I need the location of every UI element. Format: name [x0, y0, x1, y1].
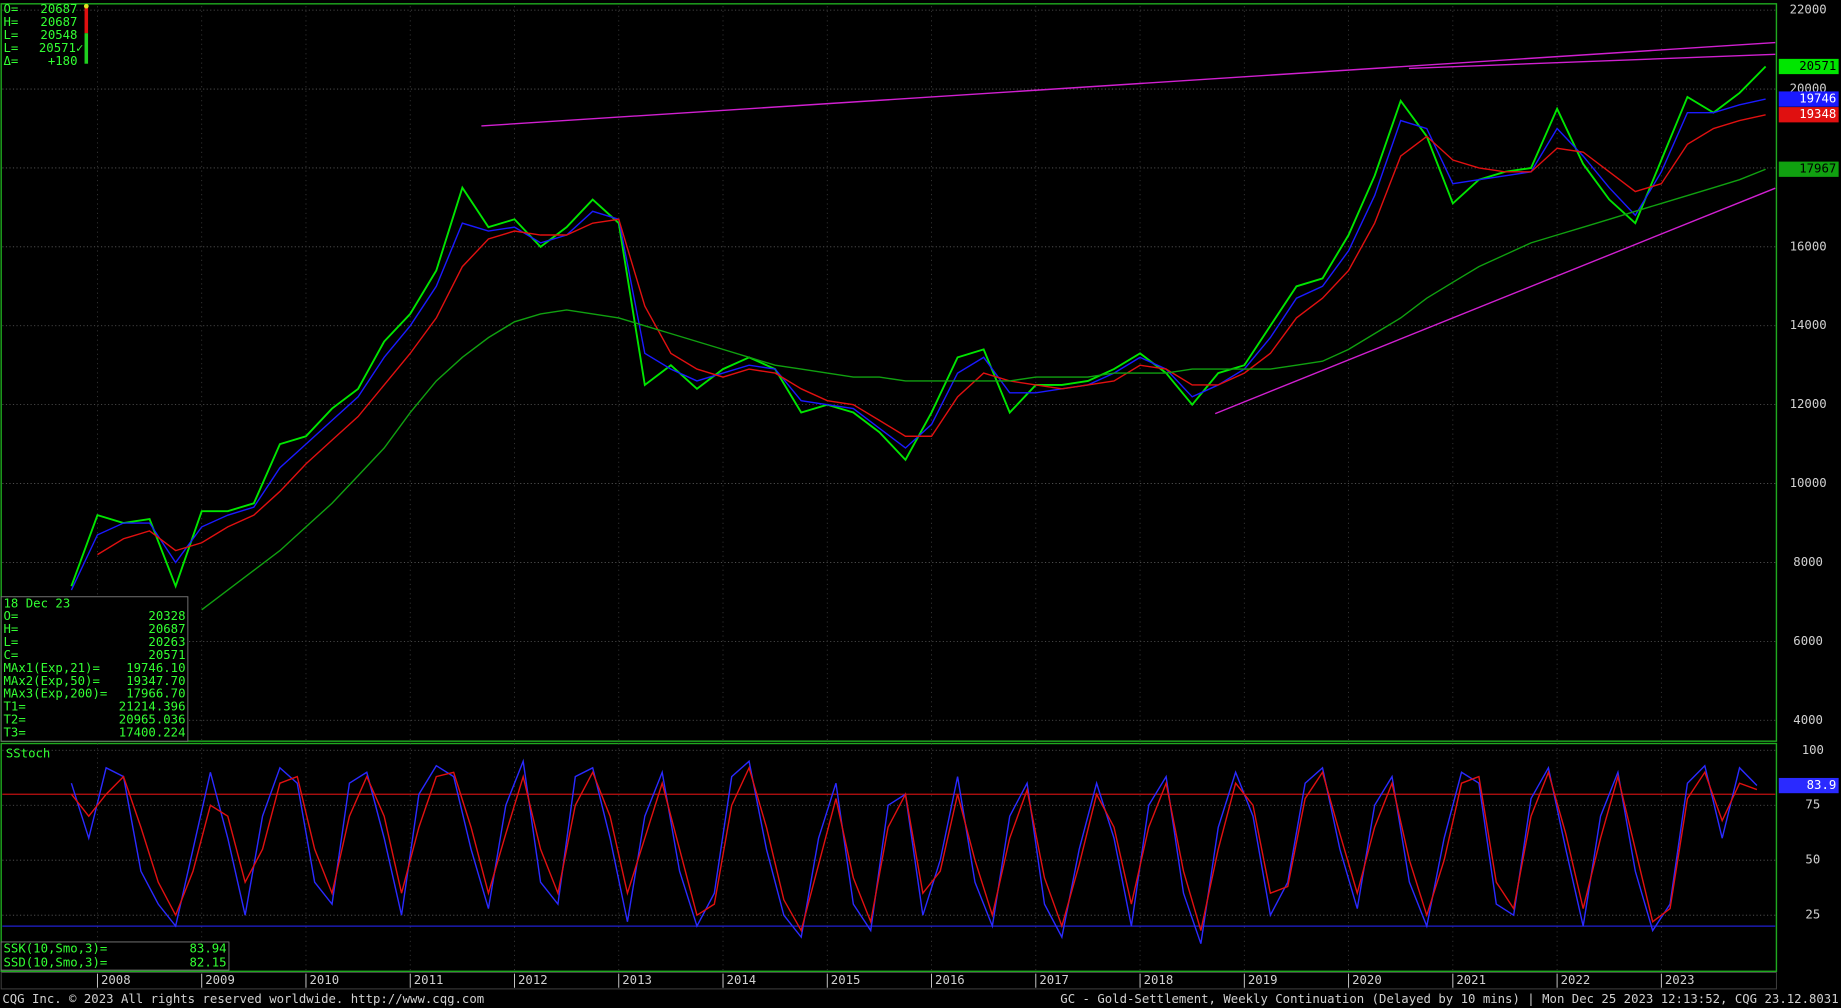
last-value-label: 20571 — [1799, 59, 1836, 73]
last-value-box — [1778, 777, 1839, 794]
data-window-label: C= — [4, 648, 19, 662]
x-tick-label: 2011 — [414, 973, 444, 987]
data-window-box — [0, 596, 189, 742]
last-value-label: 83.9 — [1807, 778, 1837, 792]
last-value-box — [1778, 107, 1839, 123]
stoch-legend-box — [0, 941, 230, 971]
y-tick-label: 75 — [1805, 798, 1820, 812]
data-window-value: 20328 — [148, 609, 185, 623]
y-tick-label: 50 — [1805, 853, 1820, 867]
y-tick-label: 6000 — [1793, 634, 1823, 648]
y-tick-label: 4000 — [1793, 713, 1823, 727]
last-value-label: 19348 — [1799, 107, 1836, 121]
stoch-legend-label: SSK(10,Smo,3)= — [4, 941, 108, 955]
trendline — [481, 41, 1776, 127]
quote-dot — [83, 3, 89, 9]
y-tick-label: 100 — [1802, 743, 1824, 757]
trendline — [1408, 53, 1776, 70]
quote-label: Δ= — [4, 54, 19, 68]
y-tick-label: 12000 — [1790, 397, 1827, 411]
quote-bar — [84, 33, 89, 64]
data-window-label: T2= — [4, 713, 26, 727]
x-tick-label: 2016 — [935, 973, 965, 987]
trendline — [1214, 187, 1776, 415]
stoch-legend-value: 83.94 — [190, 941, 227, 955]
x-tick-label: 2017 — [1039, 973, 1069, 987]
quote-label: L= — [4, 41, 19, 55]
data-window-value: 20571 — [148, 648, 185, 662]
stoch-legend-value: 82.15 — [190, 956, 227, 970]
y-tick-label: 10000 — [1790, 476, 1827, 490]
data-window-label: MAx3(Exp,200)= — [4, 687, 108, 701]
y-tick-label: 16000 — [1790, 239, 1827, 253]
x-tick-label: 2014 — [727, 973, 757, 987]
data-window-label: O= — [4, 609, 19, 623]
last-value-box — [1778, 91, 1839, 107]
x-tick-label: 2018 — [1144, 973, 1174, 987]
x-tick-label: 2013 — [622, 973, 652, 987]
data-window-value: 20687 — [148, 622, 185, 636]
last-value-label: 17967 — [1799, 162, 1836, 176]
y-tick-label: 22000 — [1790, 3, 1827, 17]
data-window-label: T3= — [4, 725, 26, 739]
x-tick-label: 2015 — [831, 973, 861, 987]
x-tick-label: 2021 — [1456, 973, 1486, 987]
data-window-label: H= — [4, 622, 19, 636]
quote-value: 20548 — [40, 28, 77, 42]
quote-label: H= — [4, 15, 19, 29]
x-tick-label: 2020 — [1352, 973, 1382, 987]
x-tick-label: 2023 — [1665, 973, 1695, 987]
y-tick-label: 8000 — [1793, 555, 1823, 569]
quote-bar — [84, 5, 89, 34]
data-window-label: MAx2(Exp,50)= — [4, 674, 100, 688]
quote-label: O= — [4, 2, 19, 16]
x-tick-label: 2019 — [1248, 973, 1278, 987]
data-window-label: T1= — [4, 700, 26, 714]
last-value-box — [1778, 161, 1839, 177]
data-window-value: 19746.10 — [126, 661, 185, 675]
quote-value: 20571✓ — [39, 41, 83, 55]
quote-value: 20687 — [40, 2, 77, 16]
data-window-value: 20263 — [148, 635, 185, 649]
panel-title: SStoch — [6, 747, 50, 761]
y-tick-label: 25 — [1805, 908, 1820, 922]
footer-right: GC - Gold-Settlement, Weekly Continuatio… — [1060, 992, 1838, 1006]
plots: 4000600080001000012000140001600018000200… — [2, 3, 1839, 988]
series-line — [70, 758, 1758, 944]
quote-box: O= 20687 H= 20687 L= 20548 L= 20571✓ Δ= … — [4, 2, 89, 68]
x-tick-label: 2008 — [101, 973, 131, 987]
x-tick-label: 2022 — [1561, 973, 1591, 987]
data-window-label: MAx1(Exp,21)= — [4, 661, 100, 675]
x-tick-label: 2010 — [309, 973, 339, 987]
data-window-date: 18 Dec 23 — [4, 596, 71, 610]
series-line — [201, 168, 1766, 611]
quote-label: L= — [4, 28, 19, 42]
data-window-value: 20965.036 — [119, 713, 186, 727]
series-line — [97, 114, 1766, 556]
y-tick-label: 14000 — [1790, 318, 1827, 332]
data-window-value: 17966.70 — [126, 687, 185, 701]
data-window-value: 17400.224 — [119, 725, 186, 739]
data-window-label: L= — [4, 635, 19, 649]
quote-value: 20687 — [40, 15, 77, 29]
data-window-value: 21214.396 — [119, 700, 186, 714]
data-window-value: 19347.70 — [126, 674, 185, 688]
series-line — [70, 765, 1758, 933]
quote-value: +180 — [48, 54, 78, 68]
time-strip — [0, 971, 1777, 990]
stoch-legend: SSK(10,Smo,3)= 83.94 SSD(10,Smo,3)= 82.1… — [0, 941, 230, 971]
last-value-label: 19746 — [1799, 92, 1836, 106]
last-value-box — [1778, 58, 1839, 75]
stoch-legend-label: SSD(10,Smo,3)= — [4, 956, 108, 970]
data-window: 18 Dec 23 O= 20328 H= 20687 L= 20263 C= … — [0, 596, 189, 742]
price-panel-frame — [0, 3, 1778, 742]
footer-left: CQG Inc. © 2023 All rights reserved worl… — [2, 992, 484, 1006]
stoch-panel-frame — [0, 742, 1778, 972]
x-tick-label: 2009 — [205, 973, 235, 987]
x-tick-label: 2012 — [518, 973, 548, 987]
